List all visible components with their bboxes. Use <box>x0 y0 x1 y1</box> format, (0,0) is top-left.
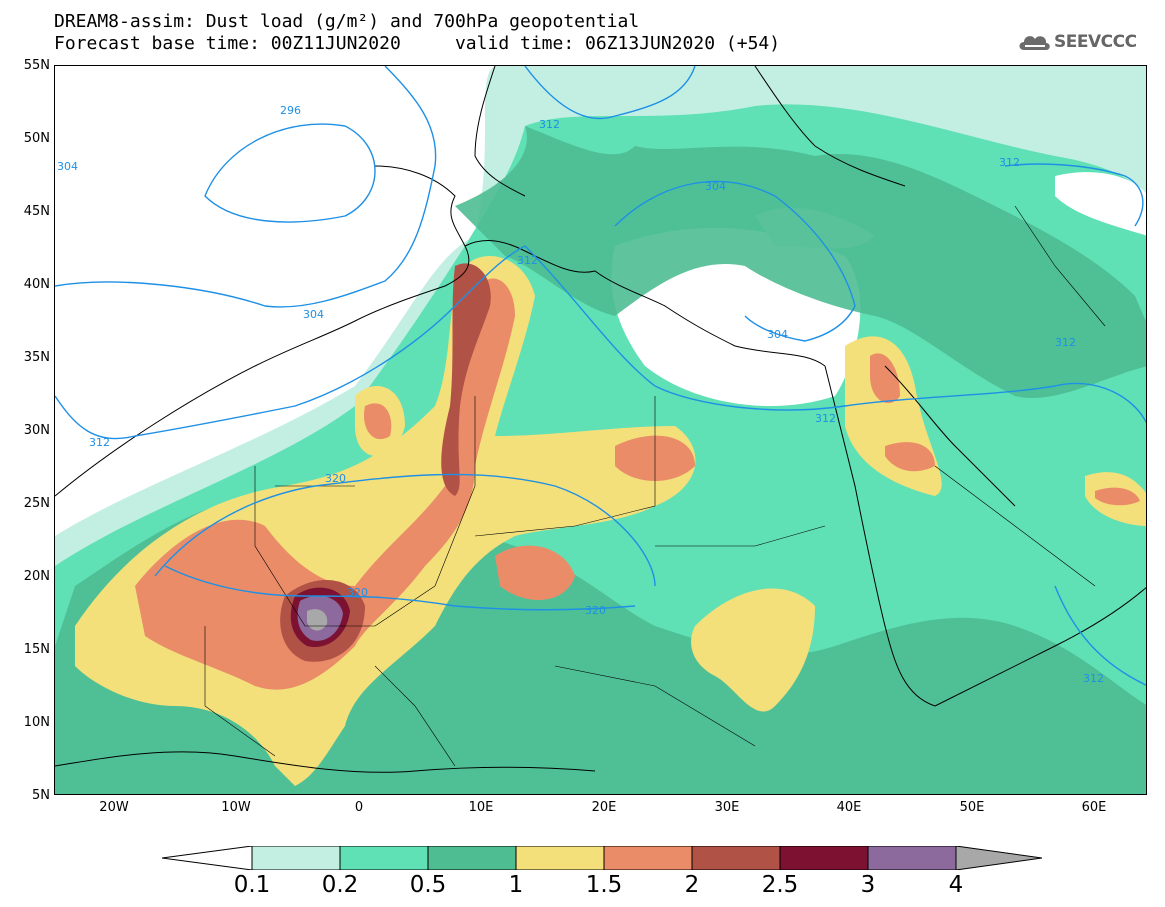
contour-label: 320 <box>347 586 368 599</box>
contour-labels: 296 304 304 312 312 312 304 304 312 312 … <box>57 104 1104 685</box>
colorbar-swatch <box>691 845 781 871</box>
dust-field <box>55 66 1146 794</box>
contour-label: 312 <box>815 412 836 425</box>
colorbar <box>161 845 1043 871</box>
cloud-icon <box>1019 36 1050 50</box>
lat-tick-label: 45N <box>23 204 50 219</box>
lat-tick-label: 50N <box>23 131 50 146</box>
contour-label: 312 <box>999 156 1020 169</box>
colorbar-label: 3 <box>860 872 876 898</box>
map-title: DREAM8-assim: Dust load (g/m²) and 700hP… <box>54 11 640 32</box>
logo-text: SEEVCCC <box>1054 32 1137 52</box>
seevccc-logo: SEEVCCC <box>1016 28 1156 58</box>
lat-tick-label: 5N <box>32 788 50 803</box>
colorbar-swatch <box>603 845 693 871</box>
contour-label: 312 <box>1083 672 1104 685</box>
lon-tick-label: 0 <box>354 800 364 815</box>
contour-label: 320 <box>585 604 606 617</box>
map-subtitle: Forecast base time: 00Z11JUN2020 valid t… <box>54 33 781 54</box>
lon-tick-label: 50E <box>959 800 985 815</box>
colorbar-swatch <box>251 845 341 871</box>
contour-label: 312 <box>89 436 110 449</box>
colorbar-swatch <box>779 845 869 871</box>
contour-label: 296 <box>280 104 301 117</box>
lat-tick-label: 35N <box>23 350 50 365</box>
lat-tick-label: 10N <box>23 715 50 730</box>
colorbar-label: 2.5 <box>761 872 799 898</box>
lat-tick-label: 30N <box>23 423 50 438</box>
colorbar-swatch <box>515 845 605 871</box>
colorbar-label: 2 <box>684 872 700 898</box>
lat-tick-label: 25N <box>23 496 50 511</box>
contour-label: 304 <box>705 180 726 193</box>
colorbar-swatch <box>867 845 957 871</box>
lon-tick-label: 40E <box>836 800 862 815</box>
lon-tick-label: 30E <box>714 800 740 815</box>
lon-tick-label: 10E <box>468 800 494 815</box>
contour-label: 312 <box>1055 336 1076 349</box>
colorbar-label: 4 <box>948 872 964 898</box>
colorbar-label: 0.2 <box>321 872 359 898</box>
geopotential-contours <box>55 66 1146 686</box>
lat-tick-label: 40N <box>23 277 50 292</box>
colorbar-swatch <box>427 845 517 871</box>
lon-tick-label: 20W <box>99 800 129 815</box>
map-canvas: 296 304 304 312 312 312 304 304 312 312 … <box>55 66 1146 794</box>
colorbar-under-arrow <box>161 845 253 871</box>
colorbar-label: 1 <box>508 872 524 898</box>
contour-label: 304 <box>57 160 78 173</box>
colorbar-legend <box>161 845 1043 871</box>
contour-label: 312 <box>539 118 560 131</box>
dust-load-map: 296 304 304 312 312 312 304 304 312 312 … <box>54 65 1147 795</box>
contour-label: 320 <box>325 472 346 485</box>
lat-tick-label: 15N <box>23 642 50 657</box>
colorbar-over-arrow <box>955 845 1043 871</box>
colorbar-label: 0.1 <box>233 872 271 898</box>
borders <box>204 205 1106 767</box>
lon-tick-label: 20E <box>591 800 617 815</box>
colorbar-label: 1.5 <box>585 872 623 898</box>
contour-label: 304 <box>303 308 324 321</box>
contour-label: 304 <box>767 328 788 341</box>
lon-tick-label: 10W <box>221 800 251 815</box>
colorbar-label: 0.5 <box>409 872 447 898</box>
colorbar-swatch <box>339 845 429 871</box>
lon-tick-label: 60E <box>1081 800 1107 815</box>
lat-tick-label: 20N <box>23 569 50 584</box>
contour-label: 312 <box>517 254 538 267</box>
lat-tick-label: 55N <box>23 58 50 73</box>
